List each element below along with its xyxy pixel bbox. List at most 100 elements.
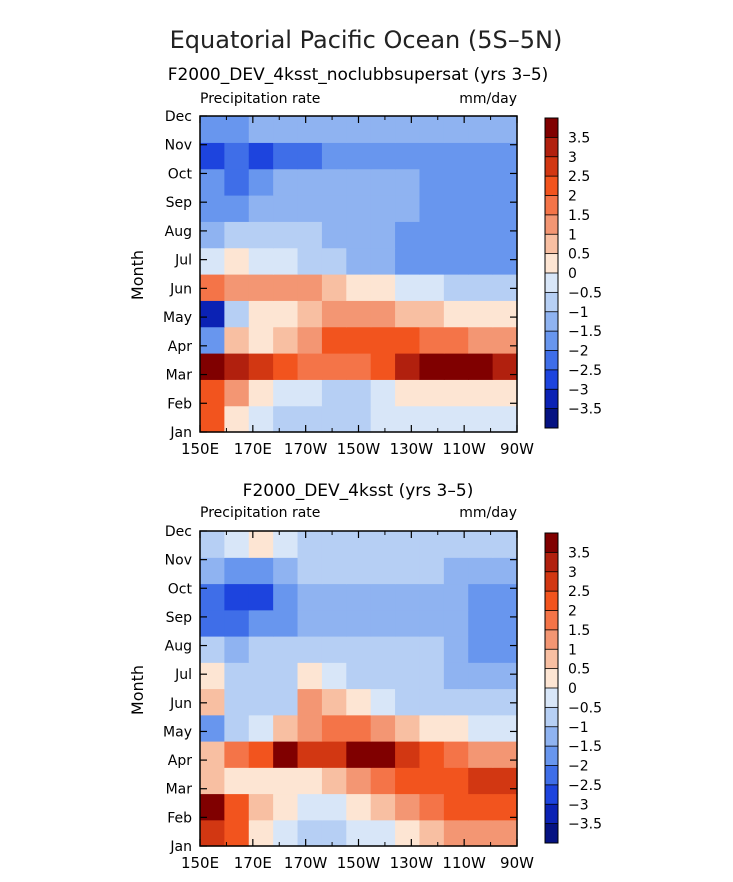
heatmap-cell bbox=[321, 221, 347, 249]
heatmap-cell bbox=[468, 405, 494, 433]
heatmap-cell bbox=[443, 609, 469, 637]
colorbar-label: 0 bbox=[568, 681, 577, 697]
heatmap-cell bbox=[248, 168, 274, 196]
heatmap-cell bbox=[370, 531, 396, 558]
heatmap-cell bbox=[395, 688, 421, 716]
heatmap-cell bbox=[200, 405, 225, 433]
heatmap-cell bbox=[492, 662, 518, 690]
heatmap-cell bbox=[224, 767, 250, 795]
heatmap-cell bbox=[248, 142, 274, 170]
heatmap-cell bbox=[419, 714, 445, 742]
heatmap-cell bbox=[273, 819, 299, 847]
heatmap-cell bbox=[224, 714, 250, 742]
heatmap-cell bbox=[273, 557, 299, 585]
panel-1-heatmap bbox=[200, 116, 518, 433]
colorbar-label: 3 bbox=[568, 565, 577, 581]
heatmap-cell bbox=[248, 195, 274, 222]
heatmap-cell bbox=[370, 326, 396, 354]
heatmap-cell bbox=[370, 767, 396, 795]
heatmap-cell bbox=[395, 300, 421, 328]
heatmap-cell bbox=[297, 247, 323, 275]
colorbar-swatch bbox=[545, 195, 558, 216]
colorbar-label: −3 bbox=[568, 382, 589, 398]
heatmap-cell bbox=[419, 741, 445, 768]
colorbar-label: −0.5 bbox=[568, 700, 602, 716]
panel-1-variable-label: Precipitation rate bbox=[200, 91, 320, 107]
heatmap-cell bbox=[200, 557, 225, 585]
colorbar-swatch bbox=[545, 408, 558, 429]
y-tick-label: Mar bbox=[166, 782, 193, 798]
heatmap-cell bbox=[248, 583, 274, 611]
heatmap-cell bbox=[370, 819, 396, 847]
heatmap-cell bbox=[321, 274, 347, 301]
y-tick-label: Aug bbox=[165, 639, 192, 655]
heatmap-cell bbox=[492, 609, 518, 637]
heatmap-cell bbox=[200, 793, 225, 821]
heatmap-cell bbox=[395, 741, 421, 768]
heatmap-cell bbox=[200, 741, 225, 768]
heatmap-cell bbox=[419, 636, 445, 663]
y-tick-label: Nov bbox=[165, 553, 192, 569]
heatmap-cell bbox=[297, 274, 323, 301]
heatmap-cell bbox=[370, 142, 396, 170]
heatmap-cell bbox=[370, 688, 396, 716]
heatmap-cell bbox=[419, 142, 445, 170]
colorbar-swatch bbox=[545, 707, 558, 728]
heatmap-cell bbox=[273, 405, 299, 433]
heatmap-cell bbox=[370, 353, 396, 380]
heatmap-cell bbox=[419, 195, 445, 222]
panel-1-colorbar: 3.5 3 2.5 2 1.5 1 0.5 0 −0.5 −1 −1.5 −2 −2.5 −3 −3.5 bbox=[544, 117, 602, 429]
heatmap-cell bbox=[492, 195, 518, 222]
heatmap-cell bbox=[468, 557, 494, 585]
panel-2: F2000_DEV_4ksst (yrs 3–5) Precipitation … bbox=[128, 481, 602, 872]
colorbar-label: −2 bbox=[568, 759, 589, 775]
heatmap-cell bbox=[492, 247, 518, 275]
y-tick-label: Jan bbox=[169, 839, 192, 855]
heatmap-cell bbox=[370, 636, 396, 663]
heatmap-cell bbox=[492, 221, 518, 249]
heatmap-cell bbox=[321, 116, 347, 143]
heatmap-cell bbox=[468, 274, 494, 301]
panel-1: F2000_DEV_4ksst_noclubbsupersat (yrs 3–5… bbox=[128, 65, 602, 458]
heatmap-cell bbox=[370, 168, 396, 196]
heatmap-cell bbox=[297, 326, 323, 354]
heatmap-cell bbox=[395, 195, 421, 222]
heatmap-cell bbox=[443, 531, 469, 558]
heatmap-cell bbox=[370, 714, 396, 742]
colorbar-swatch bbox=[545, 234, 558, 254]
heatmap-cell bbox=[468, 168, 494, 196]
colorbar-swatch bbox=[545, 746, 558, 766]
heatmap-cell bbox=[273, 195, 299, 222]
heatmap-cell bbox=[492, 793, 518, 821]
heatmap-cell bbox=[297, 609, 323, 637]
heatmap-cell bbox=[468, 662, 494, 690]
heatmap-cell bbox=[370, 557, 396, 585]
heatmap-cell bbox=[200, 662, 225, 690]
heatmap-cell bbox=[248, 247, 274, 275]
heatmap-cell bbox=[321, 531, 347, 558]
heatmap-cell bbox=[297, 767, 323, 795]
colorbar-swatch bbox=[545, 726, 558, 747]
heatmap-cell bbox=[297, 583, 323, 611]
heatmap-cell bbox=[273, 741, 299, 768]
heatmap-cell bbox=[492, 741, 518, 768]
heatmap-cell bbox=[224, 557, 250, 585]
heatmap-cell bbox=[492, 405, 518, 433]
heatmap-cell bbox=[346, 379, 372, 407]
x-tick-label: 110W bbox=[442, 440, 486, 458]
heatmap-cell bbox=[443, 247, 469, 275]
heatmap-cell bbox=[224, 195, 250, 222]
heatmap-cell bbox=[200, 195, 225, 222]
heatmap-cell bbox=[370, 221, 396, 249]
heatmap-cell bbox=[419, 557, 445, 585]
heatmap-cell bbox=[248, 326, 274, 354]
heatmap-cell bbox=[443, 353, 469, 380]
heatmap-cell bbox=[419, 688, 445, 716]
y-tick-label: Oct bbox=[168, 581, 193, 597]
heatmap-cell bbox=[224, 405, 250, 433]
heatmap-cell bbox=[395, 583, 421, 611]
x-tick-label: 150W bbox=[337, 854, 381, 872]
figure-title: Equatorial Pacific Ocean (5S–5N) bbox=[170, 26, 563, 54]
heatmap-cell bbox=[321, 405, 347, 433]
x-tick-label: 150W bbox=[337, 440, 381, 458]
